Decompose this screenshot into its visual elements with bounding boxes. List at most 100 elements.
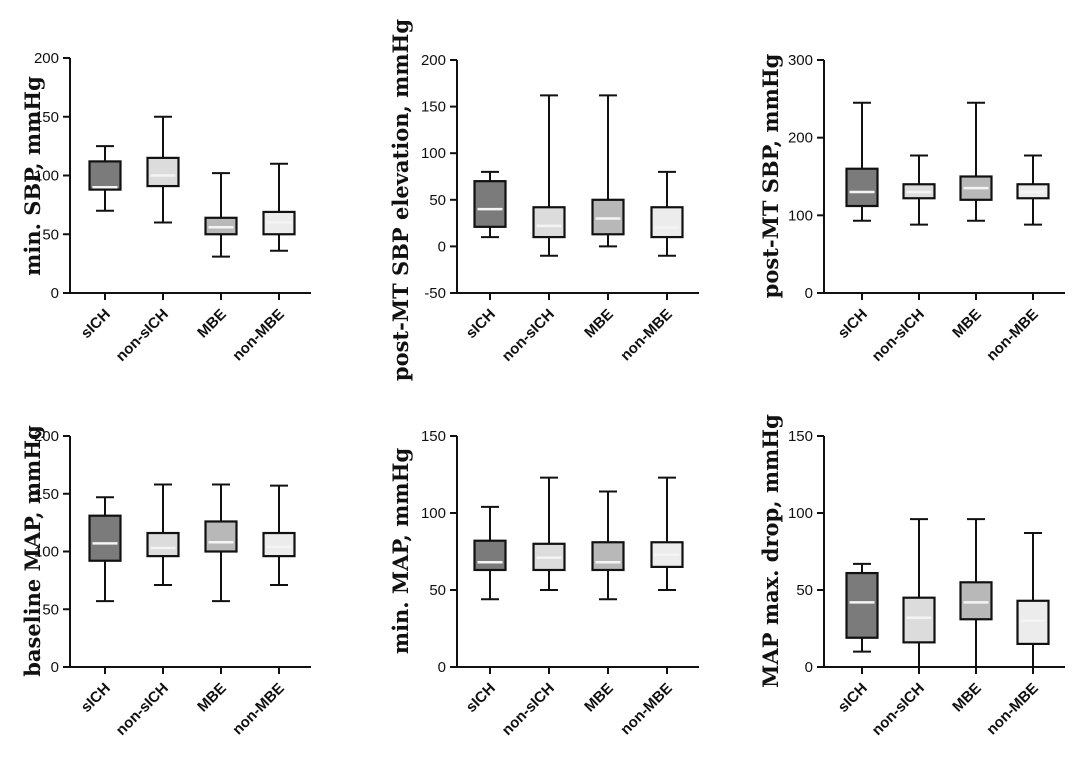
- y-tick-label: 50: [429, 582, 446, 599]
- x-tick-label: sICH: [78, 306, 114, 342]
- iqr-box: [532, 206, 566, 239]
- x-tick-label: MBE: [581, 306, 617, 342]
- y-tick-label: 50: [42, 226, 59, 243]
- y-tick-label: 200: [34, 50, 59, 67]
- y-tick-label: 0: [805, 285, 813, 302]
- y-axis-label: MAP max. drop, mmHg: [758, 414, 783, 688]
- y-tick-label: 200: [421, 52, 446, 69]
- x-tick-label: non-MBE: [983, 680, 1042, 739]
- y-tick-label: 100: [788, 505, 813, 522]
- chart-panel-6: 0 50 100 150 MAP max. drop, mmHg sICHnon-sICH…: [758, 414, 1065, 739]
- y-tick-label: 0: [438, 238, 446, 255]
- y-tick-label: 150: [788, 428, 813, 445]
- y-axis-label: post-MT SBP, mmHg: [758, 53, 783, 298]
- box-non-sich: non-sICH: [499, 94, 566, 365]
- iqr-box: [845, 571, 879, 639]
- y-tick-label: 150: [34, 486, 59, 503]
- iqr-box: [845, 167, 879, 208]
- y-axis-label: post-MT SBP elevation, mmHg: [388, 19, 413, 381]
- y-tick-label: 200: [788, 130, 813, 147]
- box-sich: sICH: [78, 496, 122, 716]
- box-sich: sICH: [463, 505, 507, 716]
- x-tick-label: sICH: [835, 306, 871, 342]
- iqr-box: [959, 581, 993, 621]
- x-tick-label: sICH: [463, 680, 499, 716]
- x-tick-label: non-sICH: [499, 680, 558, 739]
- y-tick-label: 100: [34, 544, 59, 561]
- box-non-sich: non-sICH: [113, 115, 180, 365]
- x-tick-label: sICH: [463, 306, 499, 342]
- x-tick-label: non-sICH: [113, 306, 172, 365]
- y-axis-label: min. SBP, mmHg: [20, 76, 45, 276]
- iqr-box: [262, 531, 296, 558]
- iqr-box: [650, 206, 684, 239]
- y-tick-label: -50: [424, 285, 446, 302]
- iqr-box: [473, 539, 507, 572]
- x-tick-label: MBE: [949, 306, 985, 342]
- y-tick-label: 50: [429, 192, 446, 209]
- iqr-box: [88, 160, 122, 191]
- x-tick-label: sICH: [835, 680, 871, 716]
- box-sich: sICH: [78, 145, 122, 342]
- y-axis-label: baseline MAP, mmHg: [20, 425, 45, 677]
- y-tick-label: 200: [34, 428, 59, 445]
- box-sich: sICH: [835, 101, 879, 342]
- y-tick-label: 100: [421, 145, 446, 162]
- iqr-box: [146, 531, 180, 558]
- x-tick-label: non-sICH: [869, 306, 928, 365]
- box-non-mbe: non-MBE: [229, 162, 296, 365]
- box-sich: sICH: [835, 562, 879, 716]
- chart-panel-5: 0 50 100 150 min. MAP, mmHg sICH non-sICH MBE no…: [388, 428, 699, 739]
- y-tick-label: 100: [788, 207, 813, 224]
- box-non-mbe: non-MBE: [617, 170, 684, 365]
- x-tick-label: non-sICH: [113, 680, 172, 739]
- y-tick-label: 150: [421, 428, 446, 445]
- y-tick-label: 150: [421, 99, 446, 116]
- x-tick-label: non-MBE: [229, 306, 288, 365]
- x-tick-label: non-sICH: [499, 306, 558, 365]
- x-tick-label: MBE: [194, 680, 230, 716]
- y-tick-label: 0: [51, 659, 59, 676]
- y-axis-label: min. MAP, mmHg: [388, 448, 413, 655]
- y-tick-label: 50: [42, 601, 59, 618]
- y-tick-label: 300: [788, 52, 813, 69]
- box-non-mbe: non-MBE: [983, 154, 1050, 365]
- x-tick-label: non-MBE: [229, 680, 288, 739]
- iqr-box: [473, 180, 507, 228]
- box-mbe: MBE: [949, 518, 993, 716]
- iqr-box: [204, 520, 238, 553]
- iqr-box: [591, 198, 625, 236]
- iqr-box: [591, 541, 625, 572]
- box-non-mbe: non-MBE: [229, 484, 296, 739]
- y-tick-label: 0: [805, 659, 813, 676]
- iqr-box: [1016, 599, 1050, 646]
- x-tick-label: non-MBE: [983, 306, 1042, 365]
- y-tick-label: 100: [421, 505, 446, 522]
- x-tick-label: MBE: [581, 680, 617, 716]
- y-tick-label: 0: [51, 285, 59, 302]
- x-tick-label: non-sICH: [869, 680, 928, 739]
- box-mbe: MBE: [581, 94, 625, 342]
- box-non-mbe: non-MBE: [983, 532, 1050, 739]
- box-non-sich: non-sICH: [499, 476, 566, 739]
- y-tick-label: 150: [34, 109, 59, 126]
- y-tick-label: 50: [796, 582, 813, 599]
- x-tick-label: MBE: [194, 306, 230, 342]
- box-non-sich: non-sICH: [113, 483, 180, 739]
- box-sich: sICH: [463, 170, 507, 342]
- box-mbe: MBE: [581, 490, 625, 716]
- x-tick-label: non-MBE: [617, 680, 676, 739]
- box-non-mbe: non-MBE: [617, 476, 684, 739]
- chart-panel-2: -50 0 50 100 150 200 post-MT SBP elevation, mm…: [388, 19, 699, 381]
- x-tick-label: non-MBE: [617, 306, 676, 365]
- x-tick-label: MBE: [949, 680, 985, 716]
- y-tick-label: 100: [34, 168, 59, 185]
- y-tick-label: 0: [438, 659, 446, 676]
- box-mbe: MBE: [949, 101, 993, 342]
- iqr-box: [146, 156, 180, 188]
- box-mbe: MBE: [194, 483, 238, 716]
- x-tick-label: sICH: [78, 680, 114, 716]
